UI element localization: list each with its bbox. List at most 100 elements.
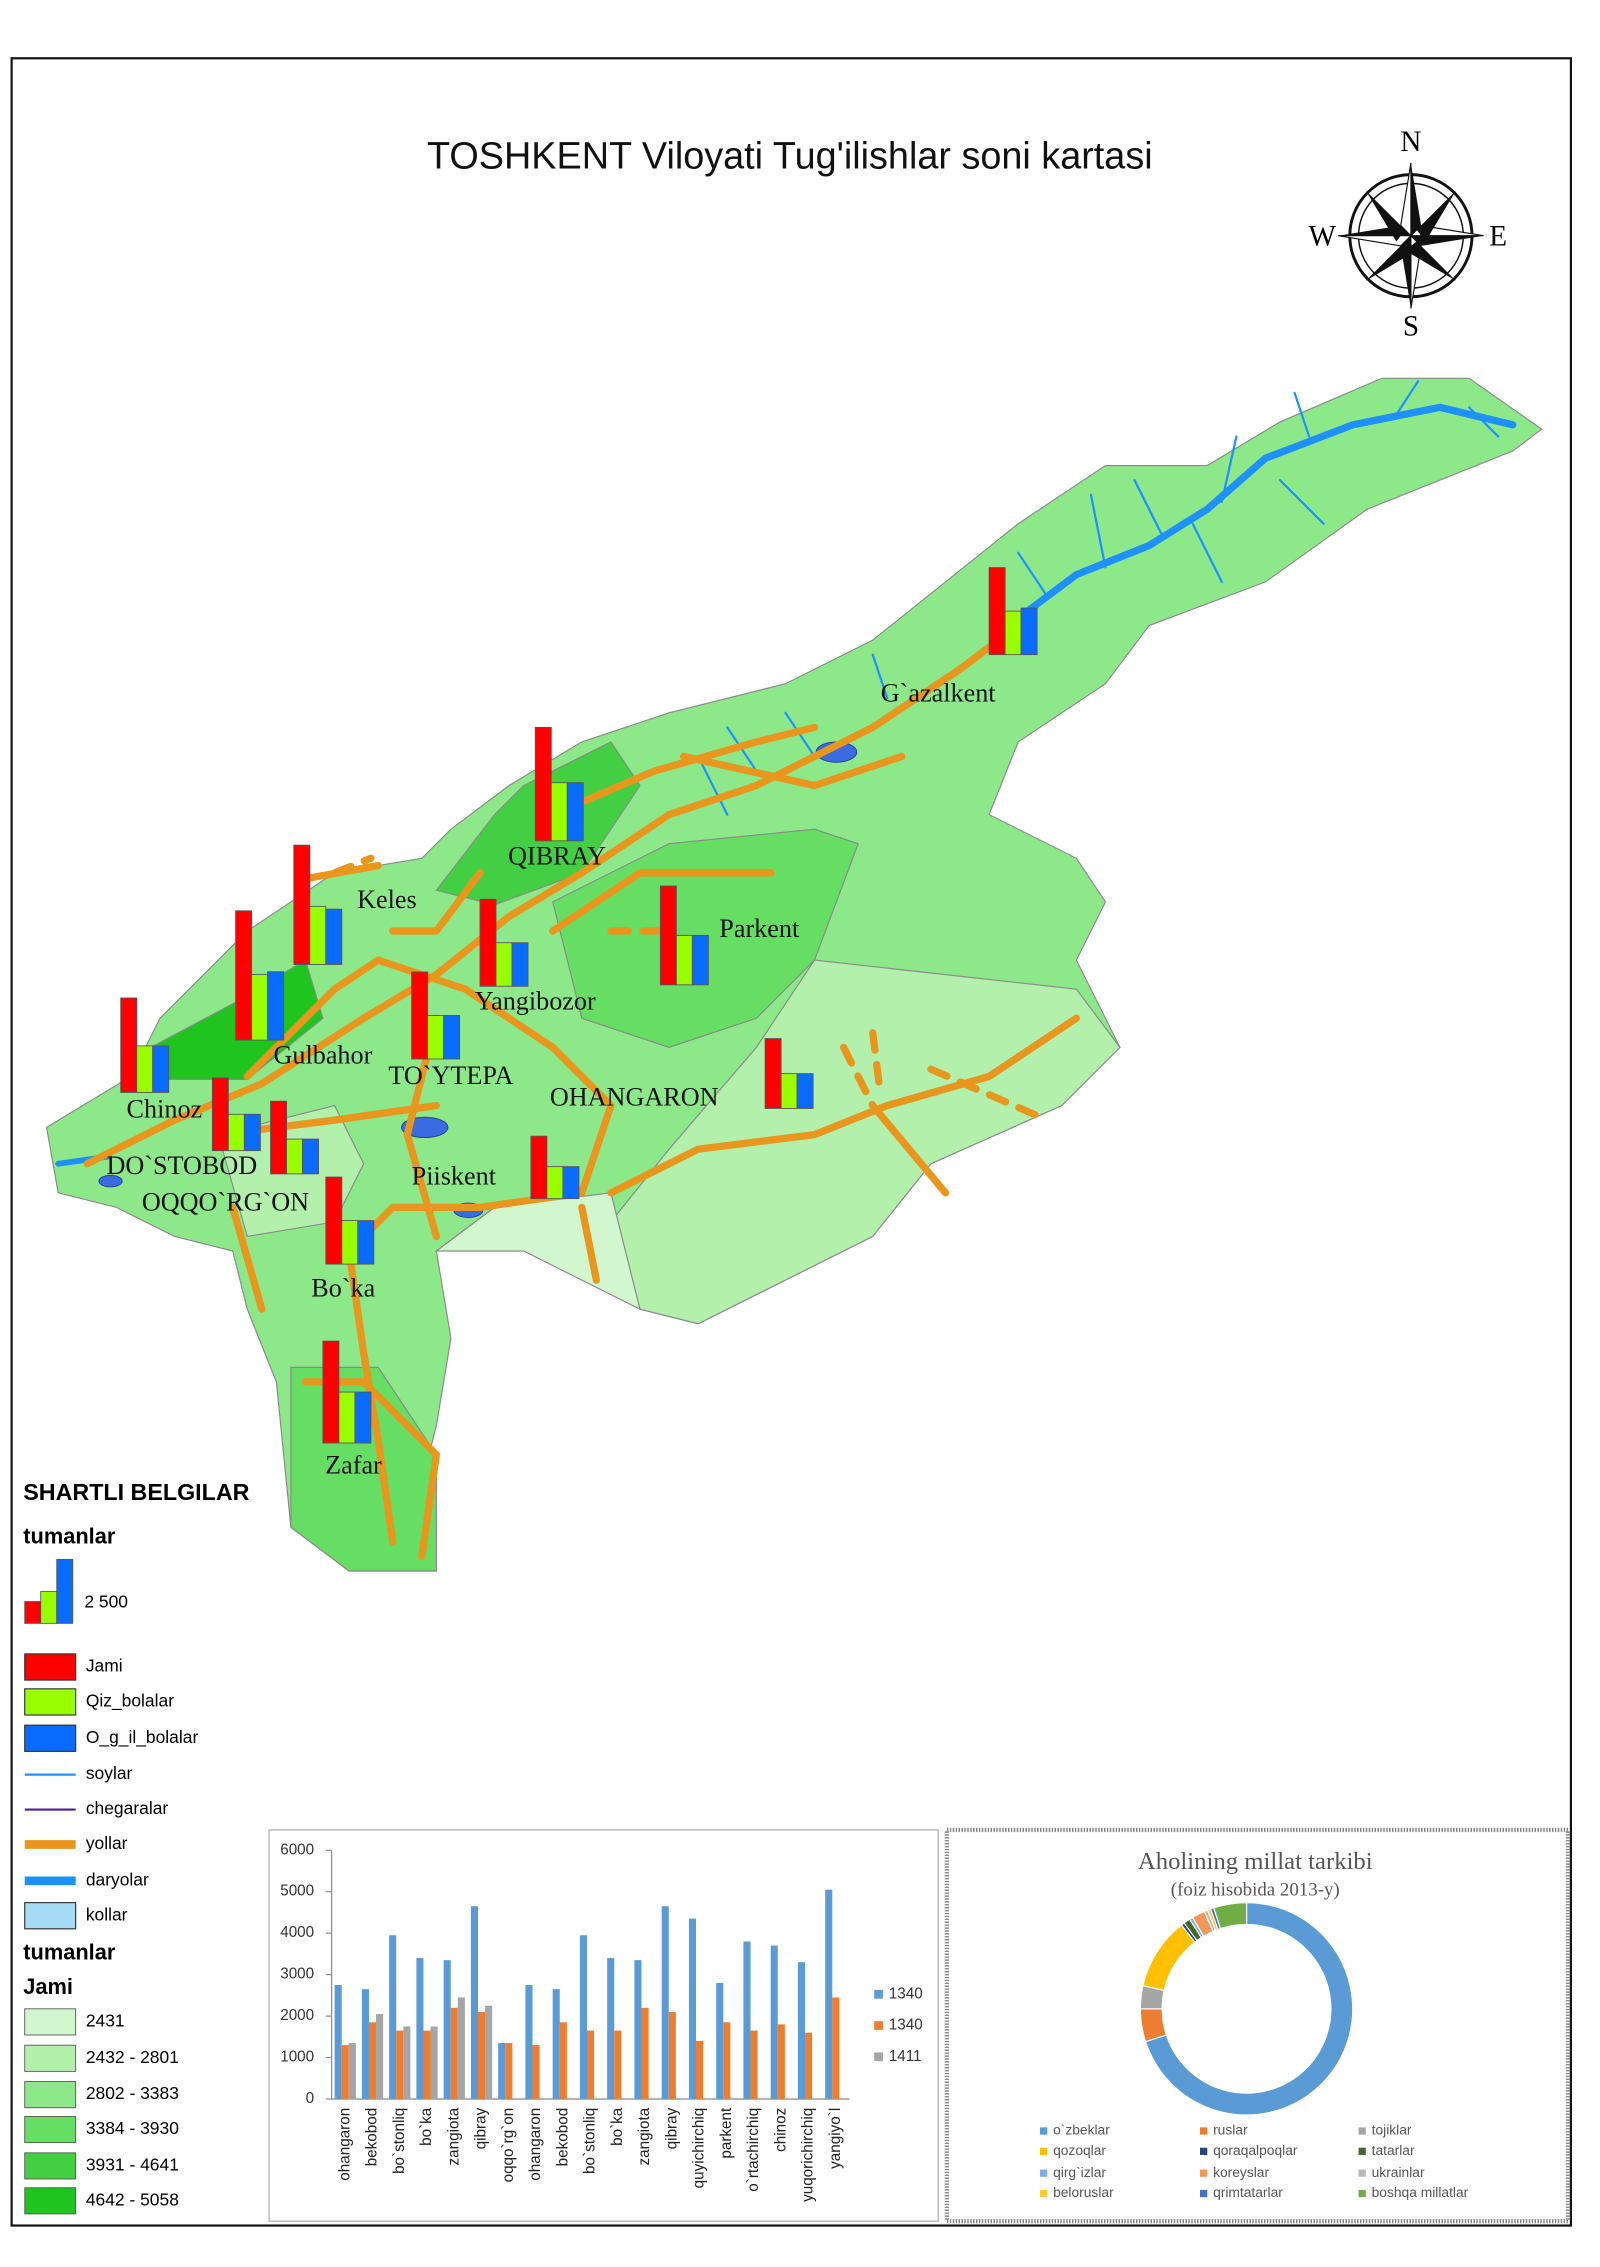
map-bar	[325, 908, 343, 965]
map-bar	[211, 1077, 229, 1152]
legend-label: Jami	[86, 1656, 123, 1676]
bar	[634, 1960, 642, 2099]
map-bar	[796, 1073, 814, 1109]
legend-swatch	[1358, 2189, 1366, 2198]
legend-label: soylar	[86, 1763, 133, 1783]
legend-swatch	[1200, 2147, 1208, 2155]
y-tick-label: 1000	[280, 2049, 314, 2066]
legend-swatch	[1200, 2169, 1208, 2177]
legend-label: O_g_il_bolalar	[86, 1727, 199, 1748]
donut-segment	[1139, 2008, 1168, 2043]
legend-label: 1340	[889, 2017, 923, 2034]
bar	[716, 1982, 724, 2099]
bar	[430, 2026, 438, 2099]
legend-subtitle: Jami	[23, 1974, 73, 1999]
bar	[423, 2030, 431, 2099]
map-bar	[251, 974, 269, 1041]
map-bar	[325, 1176, 343, 1265]
donut-segment	[1144, 1902, 1354, 2116]
legend-class-swatch	[24, 2008, 77, 2036]
x-tick-label: zangiota	[445, 2107, 462, 2165]
legend-swatch	[1358, 2147, 1366, 2155]
legend-swatch	[1040, 2189, 1048, 2198]
bar	[797, 1962, 806, 2099]
map-title: TOSHKENT Viloyati Tug'ilishlar soni kart…	[427, 136, 1153, 178]
legend-title: SHARTLI BELGILAR	[23, 1479, 249, 1505]
district-label: OHANGARON	[550, 1083, 719, 1112]
map-bar	[309, 905, 327, 965]
y-tick-label: 5000	[280, 1883, 314, 1900]
legend-label: qrimtatarlar	[1213, 2184, 1283, 2200]
map-bar	[322, 1340, 340, 1444]
map-bar	[267, 971, 285, 1041]
x-tick-label: parkent	[718, 2107, 735, 2159]
map-bar	[546, 1166, 564, 1200]
donut-segment	[1213, 1902, 1248, 1930]
legend-scale-bar	[56, 1558, 74, 1624]
map-bar	[675, 934, 693, 986]
district-label: Yangibozor	[475, 987, 596, 1016]
legend-swatch	[1358, 2127, 1366, 2135]
y-tick-label: 6000	[280, 1841, 314, 1858]
bar	[470, 1906, 478, 2099]
legend-label: tojiklar	[1372, 2122, 1412, 2138]
legend-swatch	[874, 2021, 883, 2030]
map-bar	[136, 1045, 154, 1093]
y-tick-label: 3000	[280, 1966, 314, 1983]
bar	[559, 2022, 567, 2099]
legend-label: beloruslar	[1053, 2184, 1114, 2200]
map-symbols: G`azalkent QIBRAY Keles Parkent Yangibozor Gu…	[106, 567, 1038, 1480]
x-tick-label: bekobod	[364, 2108, 381, 2167]
district-label: Keles	[357, 885, 417, 914]
legend-class-swatch	[24, 2152, 77, 2180]
bar	[457, 1997, 465, 2099]
bar	[668, 2011, 676, 2099]
bar	[743, 1941, 751, 2099]
x-tick-label: chinoz	[772, 2108, 789, 2152]
legend-label: qirg`izlar	[1053, 2164, 1106, 2180]
legend-label: Qiz_bolalar	[86, 1691, 174, 1712]
bar	[485, 2005, 493, 2099]
map-bar	[1004, 610, 1022, 656]
legend-swatch	[874, 1989, 883, 1999]
legend-label: yollar	[86, 1833, 128, 1853]
legend-label: ukrainlar	[1372, 2164, 1425, 2180]
bar	[723, 2022, 731, 2099]
legend-swatch	[1040, 2127, 1048, 2135]
legend-scale-bar	[24, 1601, 42, 1624]
legend-class-label: 2802 - 3383	[86, 2083, 179, 2103]
x-tick-label: yuqorichirchiq	[800, 2108, 817, 2202]
district-label: Zafar	[325, 1451, 382, 1480]
compass-rose	[1338, 162, 1484, 309]
bar	[361, 1989, 369, 2099]
x-tick-label: bekobod	[554, 2108, 571, 2167]
y-tick-label: 2000	[280, 2007, 314, 2024]
legend-label: tatarlar	[1372, 2142, 1415, 2158]
legend-swatch	[24, 1653, 77, 1681]
map-bar	[227, 1113, 245, 1152]
map-bar	[1020, 607, 1038, 656]
bar	[450, 2007, 458, 2099]
page-frame	[10, 57, 1572, 2227]
district-label: OQQO`RG`ON	[142, 1187, 309, 1216]
map-bar	[530, 1135, 548, 1200]
donut-title: Aholining millat tarkibi	[1138, 1848, 1373, 1875]
district-label: Gulbahor	[273, 1041, 372, 1070]
x-tick-label: qibray	[473, 2107, 490, 2149]
map-bar	[270, 1100, 287, 1175]
legend-class-label: 2432 - 2801	[86, 2047, 179, 2067]
bar	[696, 2040, 704, 2099]
bar	[376, 2014, 384, 2099]
map-bar	[511, 942, 529, 987]
legend-label: koreyslar	[1213, 2164, 1269, 2180]
bar	[525, 1985, 533, 2099]
map-bar	[235, 910, 253, 1041]
y-tick-label: 4000	[280, 1924, 314, 1941]
legend-group: tumanlar	[23, 1939, 116, 1964]
x-tick-label: o`rtachirchiq	[745, 2108, 762, 2192]
map-bar	[764, 1038, 782, 1109]
bar	[805, 2032, 813, 2099]
map-bar	[338, 1391, 356, 1444]
